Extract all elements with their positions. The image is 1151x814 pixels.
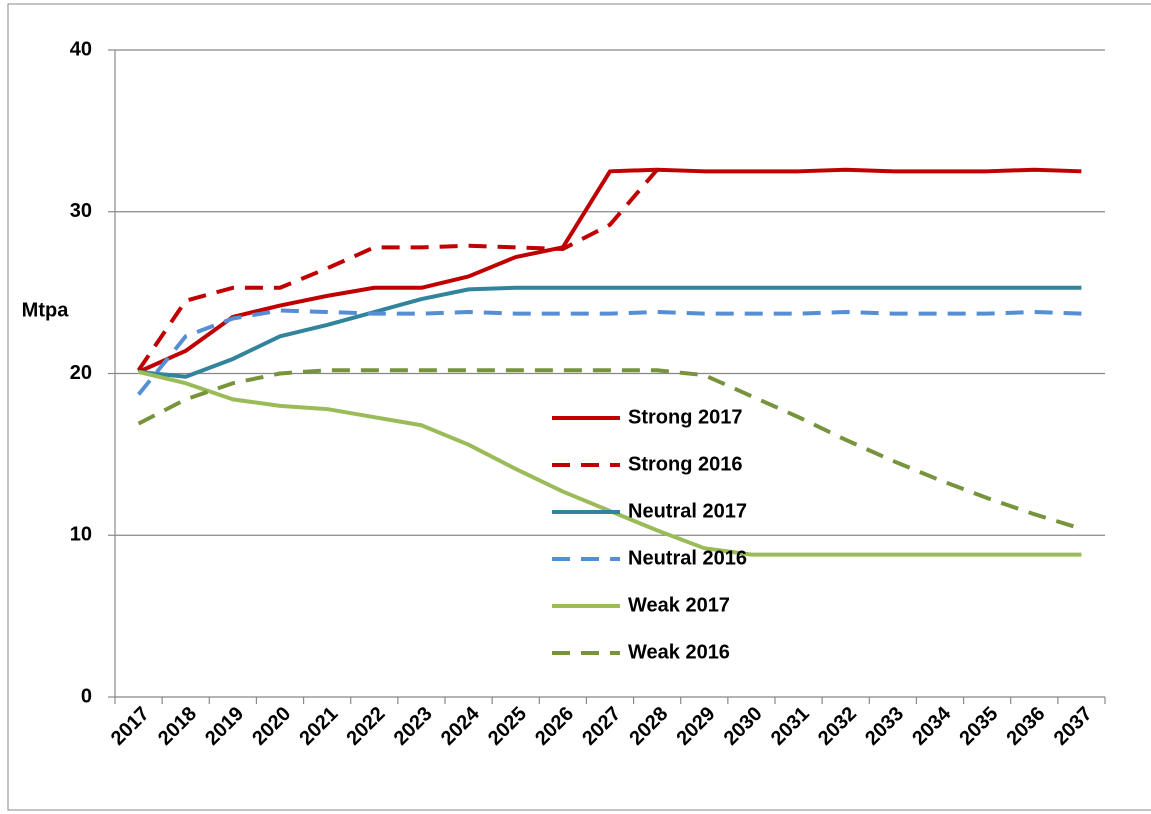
x-tick-label: 2021 [295,703,342,750]
legend-label: Weak 2017 [628,594,730,616]
y-tick-label: 20 [70,362,92,384]
x-tick-label: 2029 [673,703,720,750]
x-tick-label: 2037 [1050,703,1097,750]
x-tick-label: 2025 [484,703,531,750]
series-line [136,168,659,372]
x-tick-label: 2024 [437,702,485,750]
x-tick-label: 2032 [814,703,861,750]
series-line [138,285,1082,379]
x-tick-label: 2023 [390,703,437,750]
legend-label: Neutral 2017 [628,500,747,522]
x-tick-label: 2030 [720,703,767,750]
legend-label: Neutral 2016 [628,547,747,569]
x-tick-label: 2028 [625,703,672,750]
x-tick-label: 2019 [201,703,248,750]
x-tick-label: 2034 [908,702,956,750]
x-tick-label: 2035 [955,703,1002,750]
y-axis-label: Mtpa [22,299,70,321]
y-tick-label: 30 [70,200,92,222]
y-tick-label: 10 [70,524,92,546]
x-tick-label: 2026 [531,703,578,750]
legend-label: Strong 2016 [628,453,742,475]
series-line [137,308,1082,396]
y-tick-label: 40 [70,38,92,60]
x-tick-label: 2027 [578,703,625,750]
series-line [137,368,1083,531]
x-tick-label: 2022 [343,703,390,750]
legend-label: Strong 2017 [628,406,742,428]
x-tick-label: 2018 [154,703,201,750]
x-tick-label: 2036 [1003,703,1050,750]
chart-frame [7,3,1151,811]
y-tick-label: 0 [81,685,92,707]
x-tick-label: 2020 [248,703,295,750]
x-tick-label: 2017 [107,703,154,750]
legend-label: Weak 2016 [628,641,730,663]
x-tick-label: 2031 [767,703,814,750]
series-line [137,167,1082,374]
x-tick-label: 2033 [861,703,908,750]
